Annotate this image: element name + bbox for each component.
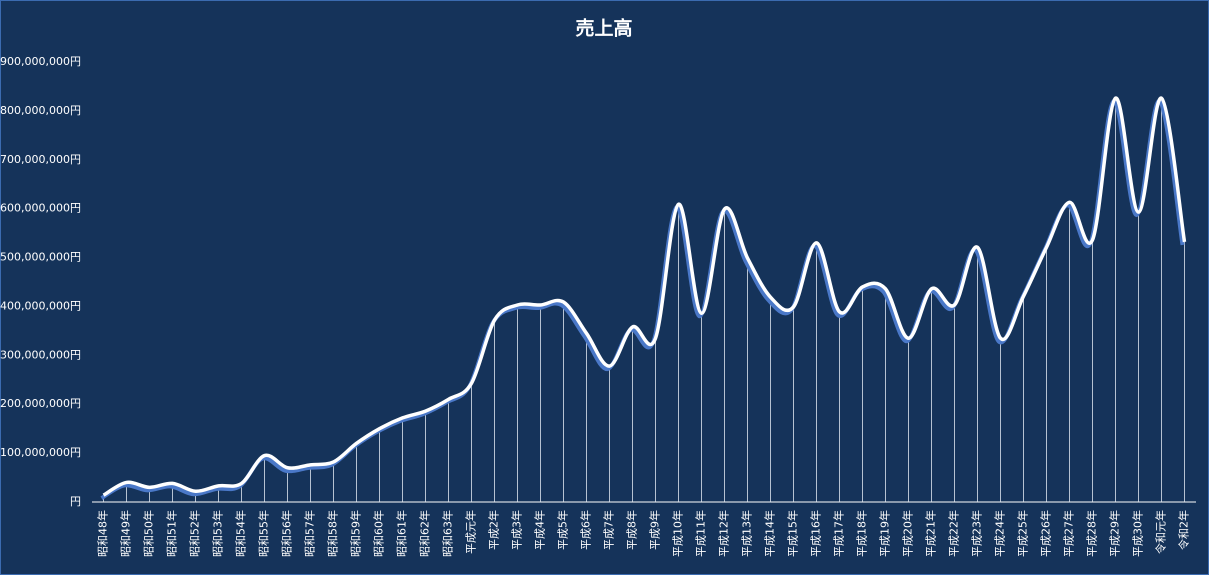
y-tick-label: 100,000,000円 bbox=[0, 446, 81, 459]
line bbox=[102, 96, 1187, 497]
x-tick-label: 令和元年 bbox=[1154, 510, 1168, 554]
x-tick-label: 平成25年 bbox=[1016, 510, 1030, 557]
x-tick-label: 平成3年 bbox=[510, 510, 524, 550]
x-tick-label: 昭和50年 bbox=[142, 510, 156, 557]
x-tick-label: 平成17年 bbox=[832, 510, 846, 557]
x-tick-label: 平成26年 bbox=[1039, 510, 1053, 557]
x-tick-label: 平成7年 bbox=[602, 510, 616, 550]
x-tick-label: 昭和55年 bbox=[257, 510, 271, 557]
x-tick-label: 昭和59年 bbox=[349, 510, 363, 557]
x-tick-label: 平成30年 bbox=[1131, 510, 1145, 557]
x-tick-label: 平成6年 bbox=[579, 510, 593, 550]
x-tick-label: 平成27年 bbox=[1062, 510, 1076, 557]
x-tick-label: 昭和57年 bbox=[303, 510, 317, 557]
x-tick-label: 昭和53年 bbox=[211, 510, 225, 557]
x-tick-label: 平成15年 bbox=[786, 510, 800, 557]
x-tick-label: 昭和49年 bbox=[119, 510, 133, 557]
x-tick-label: 昭和63年 bbox=[441, 510, 455, 557]
chart-title: 売上高 bbox=[575, 17, 632, 40]
x-tick-label: 昭和61年 bbox=[395, 510, 409, 557]
y-tick-label: 200,000,000円 bbox=[0, 397, 81, 410]
x-tick-label: 昭和58年 bbox=[326, 510, 340, 557]
x-tick-label: 平成19年 bbox=[878, 510, 892, 557]
x-tick-label: 平成23年 bbox=[970, 510, 984, 557]
x-tick-label: 平成16年 bbox=[809, 510, 823, 557]
x-tick-label: 平成24年 bbox=[993, 510, 1007, 557]
x-tick-label: 平成28年 bbox=[1085, 510, 1099, 557]
x-tick-label: 平成22年 bbox=[947, 510, 961, 557]
y-tick-label: 500,000,000円 bbox=[0, 251, 81, 264]
x-tick-label: 平成5年 bbox=[556, 510, 570, 550]
x-tick-label: 平成21年 bbox=[924, 510, 938, 557]
y-tick-label: 円 bbox=[70, 495, 81, 508]
x-tick-label: 昭和52年 bbox=[188, 510, 202, 557]
x-tick-label: 平成2年 bbox=[487, 510, 501, 550]
x-tick-label: 平成14年 bbox=[763, 510, 777, 557]
x-tick-label: 昭和62年 bbox=[418, 510, 432, 557]
x-tick-label: 昭和60年 bbox=[372, 510, 386, 557]
y-tick-label: 800,000,000円 bbox=[0, 104, 81, 117]
x-tick-label: 平成11年 bbox=[694, 510, 708, 557]
y-tick-label: 300,000,000円 bbox=[0, 348, 81, 361]
y-tick-label: 900,000,000円 bbox=[0, 55, 81, 68]
x-tick-label: 平成20年 bbox=[901, 510, 915, 557]
x-tick-label: 昭和54年 bbox=[234, 510, 248, 557]
x-tick-label: 昭和51年 bbox=[165, 510, 179, 557]
x-tick-label: 平成12年 bbox=[717, 510, 731, 557]
y-tick-label: 700,000,000円 bbox=[0, 153, 81, 166]
x-tick-label: 平成29年 bbox=[1108, 510, 1122, 557]
x-tick-label: 昭和48年 bbox=[96, 510, 110, 557]
x-tick-label: 昭和56年 bbox=[280, 510, 294, 557]
x-tick-label: 平成元年 bbox=[464, 510, 478, 554]
x-tick-label: 平成13年 bbox=[740, 510, 754, 557]
x-tick-label: 平成18年 bbox=[855, 510, 869, 557]
x-tick-label: 令和2年 bbox=[1177, 510, 1191, 550]
x-tick-label: 平成4年 bbox=[533, 510, 547, 550]
y-tick-label: 600,000,000円 bbox=[0, 202, 81, 215]
x-tick-label: 平成9年 bbox=[648, 510, 662, 550]
x-tick-label: 平成8年 bbox=[625, 510, 639, 550]
x-tick-label: 平成10年 bbox=[671, 510, 685, 557]
y-tick-label: 400,000,000円 bbox=[0, 299, 81, 312]
